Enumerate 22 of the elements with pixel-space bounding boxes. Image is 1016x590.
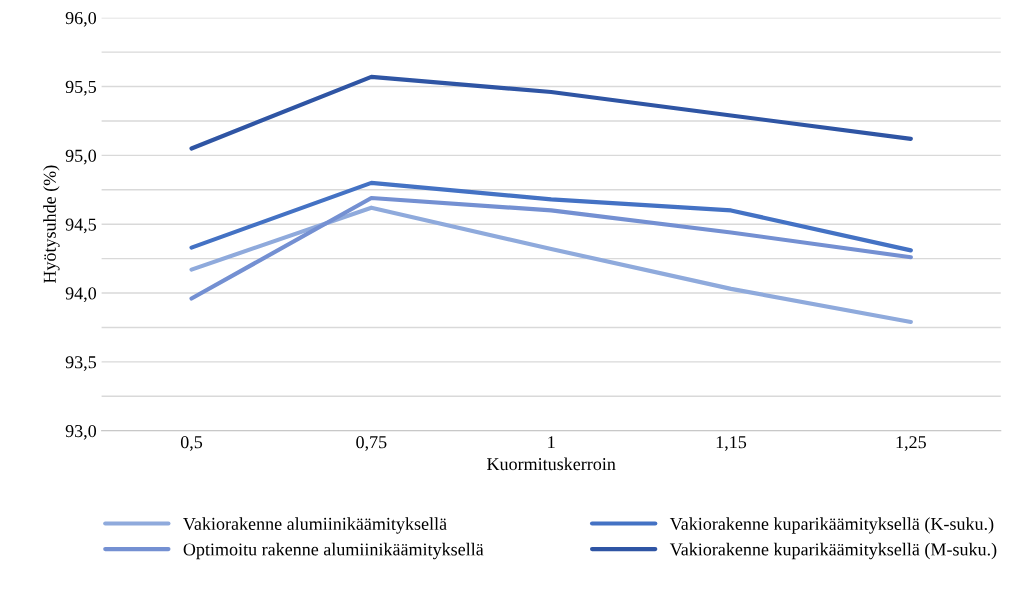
x-tick-label: 0,75 [356,436,387,451]
line-series [189,195,913,301]
line-series [189,180,913,253]
x-tick-label: 0,5 [180,436,203,451]
x-tick-label: 1 [548,436,555,449]
legend-label: Vakiorakenne kuparikäämityksellä (M-suku.) [669,542,997,560]
x-tick-label: 1,15 [716,436,747,451]
line-series [189,74,913,151]
y-tick-label: 95,5 [65,80,97,96]
line-series [189,205,913,325]
legend-label: Optimoitu rakenne alumiinikäämityksellä [183,542,484,560]
y-tick-label: 96,0 [65,11,97,27]
x-tick-label: 1,25 [896,436,926,451]
x-axis-title: Kuormituskerroin [487,457,616,471]
y-tick-label: 94,0 [65,287,97,303]
y-tick-label: 93,5 [65,356,97,371]
y-tick-label: 95,0 [65,149,97,165]
legend-label: Vakiorakenne kuparikäämityksellä (K-suku.) [669,517,994,534]
y-tick-label: 94,5 [65,218,97,234]
y-axis-title: Hyötysuhde (%) [43,165,60,284]
legend-label: Vakiorakenne alumiinikäämityksellä [183,517,447,534]
y-tick-label: 93,0 [65,424,97,440]
